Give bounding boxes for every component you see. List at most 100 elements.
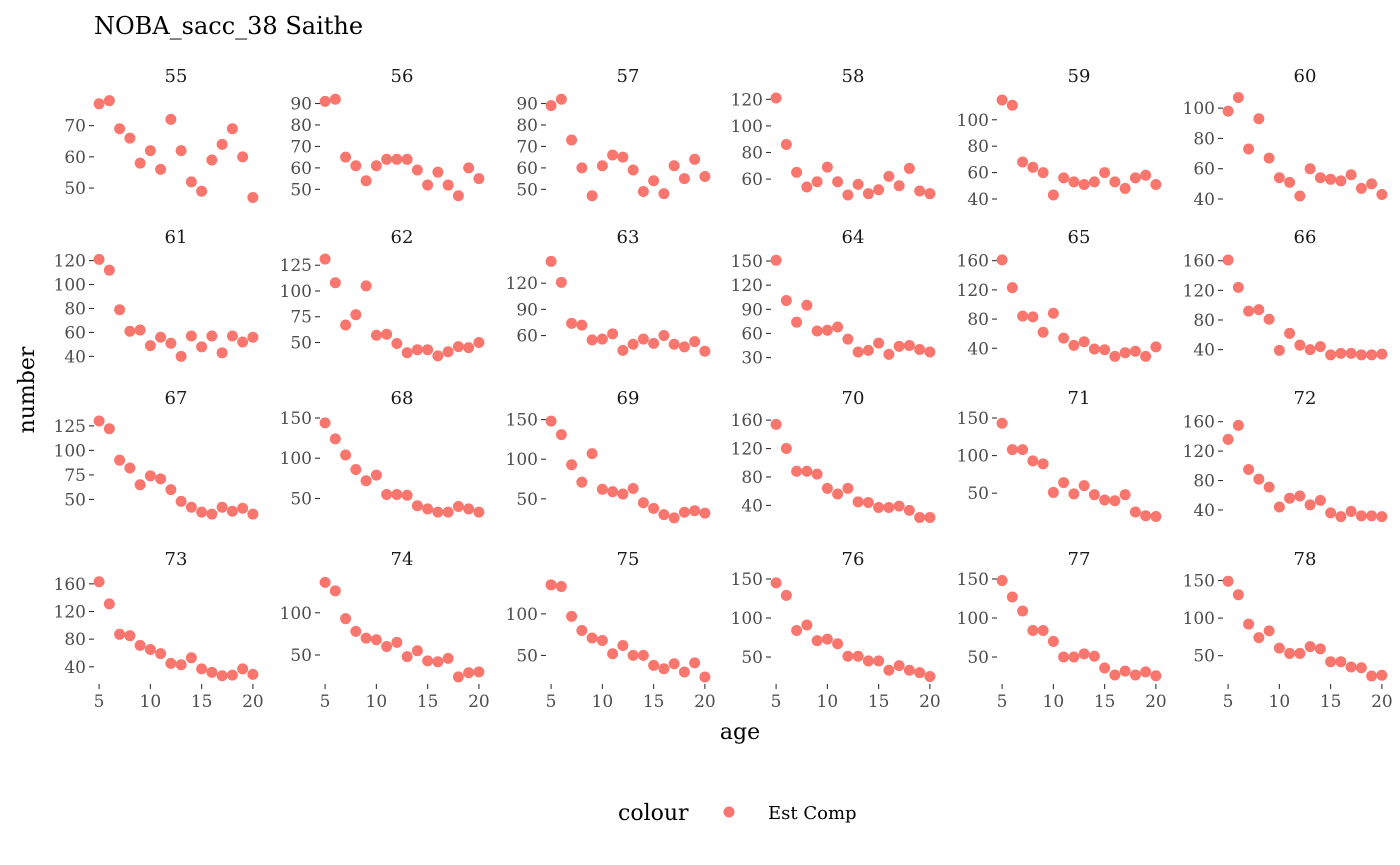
data-point xyxy=(1222,575,1234,587)
facet-strip-label: 69 xyxy=(617,388,640,409)
y-tick-label: 150 xyxy=(957,409,989,429)
data-point xyxy=(124,630,136,642)
data-point xyxy=(1150,341,1162,353)
data-point xyxy=(165,337,177,349)
y-tick-label: 150 xyxy=(1183,572,1215,592)
data-point xyxy=(873,502,885,514)
y-axis-title: number xyxy=(15,346,40,433)
data-point xyxy=(1047,635,1059,647)
data-point xyxy=(206,508,218,520)
data-point xyxy=(883,502,895,514)
data-point xyxy=(124,132,136,144)
data-point xyxy=(93,253,105,265)
data-point xyxy=(545,255,557,267)
x-tick-label: 20 xyxy=(694,692,716,712)
facet-panel: 76 50 100 150 5 10 15 20 xyxy=(731,549,941,712)
facet-strip-label: 66 xyxy=(1294,227,1317,248)
data-point xyxy=(1109,669,1121,681)
facet-panels: 5550607056506070809057506070809058608010… xyxy=(54,66,1393,712)
data-point xyxy=(791,316,803,328)
y-tick-label: 125 xyxy=(280,256,312,276)
data-point xyxy=(350,464,362,475)
y-tick-label: 150 xyxy=(506,411,538,431)
data-point xyxy=(801,465,813,477)
data-point xyxy=(1017,444,1029,456)
data-point xyxy=(237,151,249,163)
data-point xyxy=(545,415,557,427)
y-tick-label: 100 xyxy=(731,609,763,629)
data-point xyxy=(1273,172,1285,184)
data-point xyxy=(432,166,444,178)
data-point xyxy=(1314,341,1326,353)
y-tick-label: 80 xyxy=(1193,472,1215,492)
facet-panel: 75 50 100 5 10 15 20 xyxy=(506,549,716,712)
data-point xyxy=(401,347,413,359)
data-point xyxy=(442,652,454,664)
data-point xyxy=(1232,281,1244,293)
x-tick-label: 20 xyxy=(919,692,941,712)
y-tick-label: 50 xyxy=(290,180,312,200)
y-tick-label: 40 xyxy=(1193,190,1215,210)
y-tick-label: 160 xyxy=(957,252,989,272)
data-point xyxy=(370,160,382,172)
data-point xyxy=(821,633,833,645)
facet-panel: 55 50 60 70 xyxy=(64,66,259,203)
y-tick-label: 75 xyxy=(290,308,312,328)
data-point xyxy=(617,488,629,500)
data-point xyxy=(93,98,105,110)
data-point xyxy=(226,505,238,517)
data-point xyxy=(596,333,608,345)
y-tick-label: 40 xyxy=(967,190,989,210)
data-point xyxy=(770,418,782,430)
data-point xyxy=(1129,345,1141,357)
data-point xyxy=(648,659,660,671)
data-point xyxy=(1068,176,1080,188)
data-point xyxy=(1006,591,1018,603)
data-point xyxy=(1037,326,1049,338)
y-tick-label: 80 xyxy=(967,137,989,157)
data-point xyxy=(893,180,905,192)
data-point xyxy=(1058,332,1070,344)
data-point xyxy=(566,134,578,146)
data-point xyxy=(576,319,588,331)
data-point xyxy=(1325,656,1337,668)
data-point xyxy=(165,657,177,669)
data-point xyxy=(1376,188,1388,200)
facet-panel: 74 50 100 5 10 15 20 xyxy=(280,549,490,712)
data-point xyxy=(852,178,864,190)
y-tick-label: 100 xyxy=(280,282,312,302)
data-point xyxy=(637,649,649,661)
data-point xyxy=(206,330,218,342)
data-point xyxy=(862,188,874,200)
data-point xyxy=(1314,643,1326,655)
data-point xyxy=(914,344,926,356)
y-tick-label: 120 xyxy=(957,281,989,301)
x-tick-label: 10 xyxy=(1269,692,1291,712)
x-tick-label: 15 xyxy=(643,692,665,712)
facet-panel: 58 60 80 100 120 xyxy=(731,66,936,201)
y-tick-label: 100 xyxy=(1183,99,1215,119)
facet-panel: 59 40 60 80 100 xyxy=(957,66,1162,210)
data-point xyxy=(1294,190,1306,202)
data-point xyxy=(924,511,936,523)
data-point xyxy=(247,508,259,520)
data-point xyxy=(1037,458,1049,470)
facet-strip-label: 74 xyxy=(391,549,414,570)
data-point xyxy=(114,123,126,135)
data-point xyxy=(1304,499,1316,511)
data-point xyxy=(1263,313,1275,325)
facet-strip-label: 77 xyxy=(1068,549,1091,570)
y-tick-label: 120 xyxy=(731,440,763,460)
data-point xyxy=(1294,490,1306,502)
data-point xyxy=(903,162,915,174)
data-point xyxy=(144,340,156,352)
data-point xyxy=(627,164,639,176)
y-tick-label: 50 xyxy=(64,179,86,199)
data-point xyxy=(903,504,915,516)
data-point xyxy=(1335,347,1347,359)
data-point xyxy=(1253,304,1265,316)
data-point xyxy=(1088,489,1100,501)
data-point xyxy=(811,635,823,647)
facet-strip-label: 65 xyxy=(1068,227,1091,248)
